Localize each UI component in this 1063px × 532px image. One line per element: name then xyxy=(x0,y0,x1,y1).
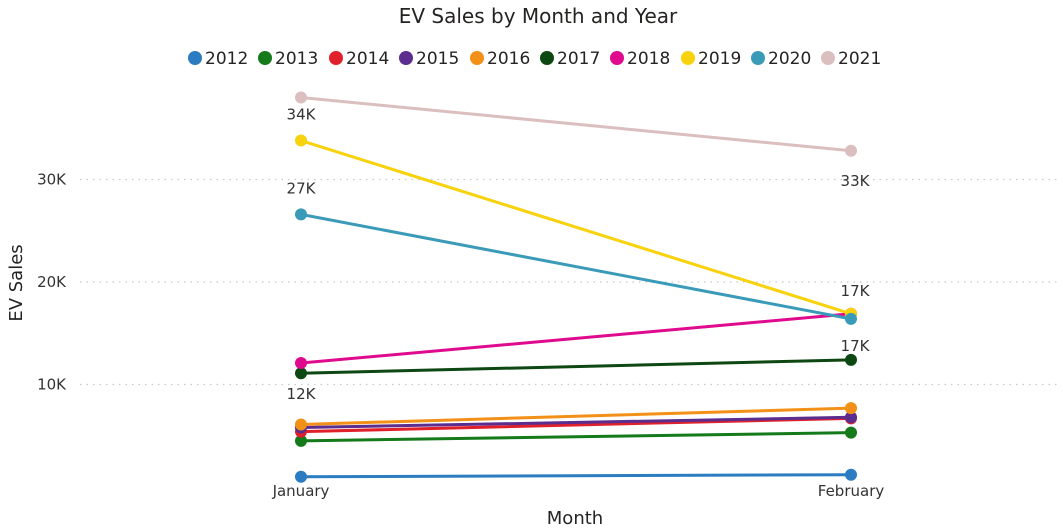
data-point-2016-February[interactable] xyxy=(845,402,857,415)
legend-label: 2012 xyxy=(205,49,248,69)
data-label-2018-January: 12K xyxy=(287,385,317,403)
legend-item-2012[interactable]: 2012 xyxy=(188,49,248,69)
data-point-2013-January[interactable] xyxy=(295,434,307,447)
data-point-2020-February[interactable] xyxy=(845,312,857,325)
x-axis-ticks: January February xyxy=(272,482,885,500)
legend-label: 2015 xyxy=(416,49,459,69)
legend-item-2013[interactable]: 2013 xyxy=(258,49,318,69)
data-point-2016-January[interactable] xyxy=(295,418,307,431)
legend-label: 2013 xyxy=(275,49,318,69)
data-point-2012-January[interactable] xyxy=(295,470,307,483)
data-point-2015-February[interactable] xyxy=(845,411,857,424)
legend-marker xyxy=(188,51,202,65)
data-point-2021-January[interactable] xyxy=(295,91,307,104)
series-line-2013 xyxy=(300,431,852,443)
legend-label: 2018 xyxy=(627,49,670,69)
series-line-2015 xyxy=(300,415,852,430)
series-2017 xyxy=(295,353,857,380)
data-point-2017-January[interactable] xyxy=(295,367,307,380)
data-label-2021-February: 33K xyxy=(841,172,871,190)
x-axis-title: Month xyxy=(547,508,603,529)
series-line-2014 xyxy=(300,416,852,434)
legend-marker xyxy=(821,51,835,65)
series-2012 xyxy=(295,468,857,483)
data-point-2013-February[interactable] xyxy=(845,426,857,439)
legend-label: 2020 xyxy=(768,49,811,69)
legend-marker xyxy=(540,51,554,65)
legend-label: 2019 xyxy=(698,49,741,69)
legend-item-2021[interactable]: 2021 xyxy=(821,49,881,69)
legend-label: 2017 xyxy=(557,49,600,69)
series-line-2012 xyxy=(300,473,852,479)
legend-marker xyxy=(610,51,624,65)
series-line-2019 xyxy=(300,139,852,316)
legend-label: 2014 xyxy=(346,49,389,69)
data-label-2018-February: 17K xyxy=(841,337,871,355)
y-axis-ticks: 10K 20K 30K xyxy=(37,171,67,394)
data-point-2017-February[interactable] xyxy=(845,353,857,366)
legend-item-2020[interactable]: 2020 xyxy=(751,49,811,69)
legend-marker xyxy=(329,51,343,65)
y-tick-label: 30K xyxy=(37,171,67,189)
series-group xyxy=(295,91,857,483)
data-point-2019-January[interactable] xyxy=(295,134,307,147)
series-line-2016 xyxy=(300,406,852,426)
data-label-2020-January: 27K xyxy=(287,179,317,197)
series-2020 xyxy=(295,208,857,325)
series-line-2020 xyxy=(300,212,852,321)
x-tick-label: January xyxy=(272,482,330,500)
y-tick-label: 10K xyxy=(37,376,67,394)
data-point-2012-February[interactable] xyxy=(845,468,857,481)
series-line-2018 xyxy=(300,312,852,365)
legend-item-2019[interactable]: 2019 xyxy=(681,49,741,69)
legend-marker xyxy=(681,51,695,65)
legend-item-2016[interactable]: 2016 xyxy=(470,49,530,69)
data-label-2019-February: 17K xyxy=(841,282,871,300)
data-labels: 34K 27K 12K 33K 17K 17K xyxy=(287,106,871,403)
legend-label: 2021 xyxy=(838,49,881,69)
series-2018 xyxy=(295,307,857,369)
series-2013 xyxy=(295,426,857,447)
series-2016 xyxy=(295,402,857,431)
y-axis-title: EV Sales xyxy=(6,244,27,321)
gridlines xyxy=(80,178,1060,386)
data-point-2018-January[interactable] xyxy=(295,356,307,369)
series-2021 xyxy=(295,91,857,157)
legend-item-2015[interactable]: 2015 xyxy=(399,49,459,69)
legend-label: 2016 xyxy=(487,49,530,69)
legend-item-2017[interactable]: 2017 xyxy=(540,49,600,69)
data-label-2019-January: 34K xyxy=(287,106,317,124)
legend-item-2014[interactable]: 2014 xyxy=(329,49,389,69)
x-tick-label: February xyxy=(818,482,885,500)
legend: 2012 2013 2014 2015 2016 2017 2018 2019 2020 2021 xyxy=(188,49,881,69)
legend-marker xyxy=(751,51,765,65)
data-point-2020-January[interactable] xyxy=(295,208,307,221)
series-line-2021 xyxy=(300,96,852,153)
legend-marker xyxy=(399,51,413,65)
chart-title: EV Sales by Month and Year xyxy=(399,4,678,28)
series-2019 xyxy=(295,134,857,320)
legend-marker xyxy=(258,51,272,65)
data-point-2021-February[interactable] xyxy=(845,144,857,157)
series-line-2017 xyxy=(300,358,852,375)
y-tick-label: 20K xyxy=(37,273,67,291)
legend-marker xyxy=(470,51,484,65)
legend-item-2018[interactable]: 2018 xyxy=(610,49,670,69)
